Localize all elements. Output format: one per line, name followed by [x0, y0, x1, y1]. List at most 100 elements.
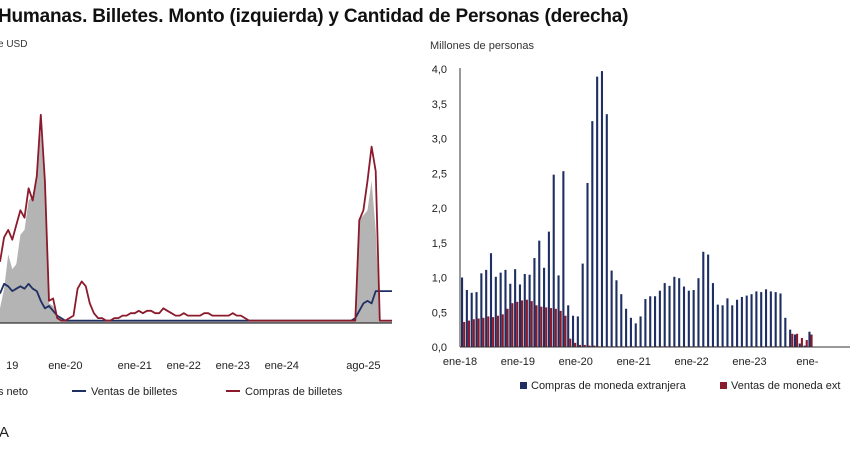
- bar-compras: [533, 258, 536, 347]
- bar-ventas: [588, 345, 591, 347]
- bar-compras: [793, 334, 797, 347]
- bar-compras: [557, 275, 560, 347]
- bar-ventas: [496, 315, 499, 347]
- bar-compras: [470, 292, 473, 347]
- left-x-tick-label: ene-20: [48, 360, 82, 372]
- right-legend: Compras de moneda extranjera Ventas de mo…: [520, 380, 840, 392]
- bar-compras: [731, 305, 734, 347]
- bar-ventas: [506, 308, 509, 347]
- left-chart: e USD 19 ene-20 ene-21 ene-22 ene-23 ene-24 ag…: [0, 39, 392, 398]
- bar-compras: [760, 292, 763, 347]
- bar-compras: [543, 267, 546, 347]
- bar-compras: [716, 304, 719, 347]
- bar-ventas: [805, 340, 808, 347]
- bar-compras: [499, 272, 502, 347]
- bar-compras: [461, 277, 464, 347]
- bar-compras: [485, 269, 488, 347]
- bar-compras: [523, 274, 526, 347]
- bar-compras: [644, 299, 647, 347]
- bar-compras: [615, 280, 618, 347]
- right-y-tick-label: 2,0: [432, 203, 447, 215]
- bar-compras: [567, 305, 570, 347]
- bar-compras: [591, 121, 594, 348]
- right-y-tick-label: 0,5: [432, 307, 447, 319]
- bar-compras: [649, 296, 652, 347]
- bar-compras: [682, 286, 686, 347]
- bar-compras: [726, 298, 729, 347]
- bar-compras: [803, 345, 806, 347]
- bar-compras: [774, 292, 777, 347]
- left-area-layer: [0, 131, 392, 323]
- left-legend-entry: Compras de billetes: [245, 386, 343, 398]
- bar-compras: [784, 317, 787, 347]
- right-legend-swatch: [520, 382, 527, 389]
- left-x-tick-label: ago-25: [346, 360, 380, 372]
- left-lines-layer: [0, 113, 392, 322]
- bar-compras: [702, 251, 705, 347]
- bar-ventas: [521, 300, 524, 347]
- bar-ventas: [472, 319, 475, 347]
- bar-compras: [697, 278, 700, 347]
- left-legend-entry: s neto: [0, 386, 28, 398]
- bar-compras: [509, 283, 512, 347]
- bar-ventas: [549, 308, 553, 347]
- bar-compras: [605, 114, 608, 347]
- bar-ventas: [800, 337, 803, 347]
- bar-compras: [654, 296, 657, 347]
- bar-ventas: [796, 333, 799, 347]
- bar-ventas: [545, 307, 548, 347]
- bar-ventas: [467, 320, 471, 347]
- left-legend-entry: Ventas de billetes: [91, 386, 178, 398]
- bar-ventas: [535, 305, 538, 347]
- bar-compras: [571, 315, 575, 347]
- bar-compras: [504, 269, 507, 347]
- bar-ventas: [477, 318, 480, 347]
- bar-compras: [552, 174, 555, 347]
- right-x-tick-label: ene-21: [617, 356, 651, 368]
- bar-compras: [692, 290, 695, 347]
- left-legend: s neto Ventas de billetes Compras de bille…: [0, 386, 343, 398]
- footnote: A: [0, 424, 10, 441]
- bar-ventas: [511, 303, 514, 347]
- bar-compras: [711, 283, 714, 347]
- bar-compras: [562, 171, 565, 347]
- right-x-tick-label: ene-18: [443, 356, 477, 368]
- right-x-tick-label: ene-: [796, 356, 818, 368]
- bar-ventas: [516, 301, 519, 347]
- bar-compras: [721, 305, 724, 347]
- right-y-tick-label: 1,0: [432, 273, 447, 285]
- bar-compras: [668, 285, 671, 347]
- bar-ventas: [554, 308, 557, 347]
- bar-compras: [489, 253, 493, 347]
- bar-compras: [620, 294, 623, 347]
- bar-compras: [658, 290, 661, 347]
- right-y-tick-label: 3,0: [432, 134, 447, 146]
- bar-ventas: [569, 338, 572, 347]
- bar-compras: [528, 274, 531, 347]
- bar-ventas: [540, 306, 543, 347]
- bar-compras: [514, 269, 517, 347]
- bar-compras: [740, 296, 743, 347]
- bar-ventas: [791, 333, 794, 347]
- left-x-tick-label: ene-24: [265, 360, 299, 372]
- bar-ventas: [525, 299, 528, 347]
- bar-compras: [596, 76, 599, 347]
- bar-compras: [673, 276, 676, 347]
- area-net-series: [0, 131, 392, 323]
- bar-compras: [586, 182, 589, 347]
- left-x-tick-label: ene-22: [167, 360, 201, 372]
- bar-compras: [547, 231, 550, 347]
- bar-ventas: [501, 314, 504, 347]
- right-x-tick-label: ene-22: [674, 356, 708, 368]
- bar-compras: [736, 299, 739, 347]
- bar-compras: [639, 316, 642, 347]
- bar-compras: [581, 263, 584, 347]
- bar-ventas: [810, 334, 813, 347]
- left-y-axis-label: e USD: [0, 39, 27, 50]
- bar-compras: [625, 308, 628, 347]
- bar-compras: [755, 291, 758, 347]
- right-y-tick-labels: 4,0 3,5 3,0 2,5 2,0 1,5 1,0 0,5 0,0: [432, 64, 447, 354]
- bar-ventas: [482, 317, 485, 347]
- bar-compras: [538, 240, 541, 347]
- bar-compras: [707, 254, 710, 347]
